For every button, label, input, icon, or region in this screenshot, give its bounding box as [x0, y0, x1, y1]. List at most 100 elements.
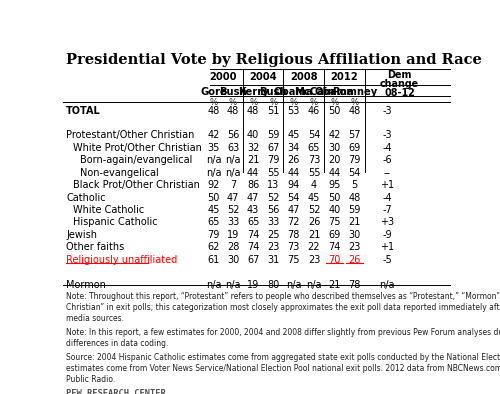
Text: 54: 54: [348, 168, 361, 178]
Text: differences in data coding.: differences in data coding.: [66, 339, 169, 348]
Text: Catholic: Catholic: [66, 193, 106, 203]
Text: 78: 78: [348, 280, 361, 290]
Text: %: %: [330, 98, 338, 107]
Text: 4: 4: [311, 180, 317, 190]
Text: 31: 31: [267, 255, 280, 265]
Text: White Catholic: White Catholic: [74, 205, 144, 215]
Text: Jewish: Jewish: [66, 230, 98, 240]
Text: 53: 53: [288, 106, 300, 115]
Text: 75: 75: [288, 255, 300, 265]
Text: Christian” in exit polls; this categorization most closely approximates the exit: Christian” in exit polls; this categoriz…: [66, 303, 500, 312]
Text: 43: 43: [247, 205, 260, 215]
Text: 55: 55: [308, 168, 320, 178]
Text: -4: -4: [382, 193, 392, 203]
Text: n/a: n/a: [206, 155, 222, 165]
Text: 30: 30: [328, 143, 340, 153]
Text: n/a: n/a: [286, 280, 302, 290]
Text: 2012: 2012: [330, 72, 358, 82]
Text: 92: 92: [208, 180, 220, 190]
Text: McCain: McCain: [294, 87, 334, 97]
Text: 75: 75: [328, 217, 341, 227]
Text: 48: 48: [208, 106, 220, 115]
Text: 26: 26: [308, 217, 320, 227]
Text: 54: 54: [308, 130, 320, 140]
Text: +3: +3: [380, 217, 394, 227]
Text: Romney: Romney: [332, 87, 378, 97]
Text: %: %: [290, 98, 298, 107]
Text: Bush: Bush: [260, 87, 287, 97]
Text: 95: 95: [328, 180, 340, 190]
Text: 74: 74: [247, 230, 260, 240]
Text: 21: 21: [247, 155, 260, 165]
Text: PEW RESEARCH CENTER: PEW RESEARCH CENTER: [66, 389, 166, 394]
Text: 56: 56: [227, 130, 239, 140]
Text: Kerry: Kerry: [238, 87, 268, 97]
Text: 25: 25: [267, 230, 280, 240]
Text: -7: -7: [382, 205, 392, 215]
Text: Religiously unaffiliated: Religiously unaffiliated: [66, 255, 178, 265]
Text: Obama: Obama: [314, 87, 354, 97]
Text: 73: 73: [288, 242, 300, 252]
Text: Public Radio.: Public Radio.: [66, 375, 116, 384]
Text: 42: 42: [328, 130, 340, 140]
Text: 46: 46: [308, 106, 320, 115]
Text: 79: 79: [267, 155, 280, 165]
Text: n/a: n/a: [225, 168, 241, 178]
Text: 23: 23: [348, 242, 361, 252]
Text: n/a: n/a: [206, 280, 222, 290]
Text: media sources.: media sources.: [66, 314, 124, 323]
Text: Non-evangelical: Non-evangelical: [80, 168, 159, 178]
Text: 47: 47: [247, 193, 260, 203]
Text: 7: 7: [230, 180, 236, 190]
Text: 33: 33: [267, 217, 280, 227]
Text: 48: 48: [348, 106, 361, 115]
Text: 13: 13: [267, 180, 280, 190]
Text: n/a: n/a: [380, 280, 395, 290]
Text: 44: 44: [288, 168, 300, 178]
Text: 40: 40: [247, 130, 260, 140]
Text: 79: 79: [208, 230, 220, 240]
Text: Note: In this report, a few estimates for 2000, 2004 and 2008 differ slightly fr: Note: In this report, a few estimates fo…: [66, 328, 500, 337]
Text: 2008: 2008: [290, 72, 318, 82]
Text: Note: Throughout this report, “Protestant” refers to people who described themse: Note: Throughout this report, “Protestan…: [66, 292, 500, 301]
Text: 2000: 2000: [210, 72, 237, 82]
Text: 79: 79: [348, 155, 361, 165]
Text: 74: 74: [247, 242, 260, 252]
Text: %: %: [310, 98, 318, 107]
Text: 74: 74: [328, 242, 340, 252]
Text: 80: 80: [267, 280, 280, 290]
Text: Born-again/evangelical: Born-again/evangelical: [80, 155, 192, 165]
Text: 22: 22: [308, 242, 320, 252]
Text: %: %: [210, 98, 218, 107]
Text: %: %: [249, 98, 258, 107]
Text: 21: 21: [308, 230, 320, 240]
Text: Dem: Dem: [388, 70, 412, 80]
Text: Source: 2004 Hispanic Catholic estimates come from aggregated state exit polls c: Source: 2004 Hispanic Catholic estimates…: [66, 353, 500, 362]
Text: n/a: n/a: [225, 155, 241, 165]
Text: --: --: [384, 168, 390, 178]
Text: 62: 62: [208, 242, 220, 252]
Text: -3: -3: [382, 106, 392, 115]
Text: 21: 21: [328, 280, 340, 290]
Text: -3: -3: [382, 130, 392, 140]
Text: 45: 45: [288, 130, 300, 140]
Text: 23: 23: [308, 255, 320, 265]
Text: +1: +1: [380, 180, 394, 190]
Text: 32: 32: [247, 143, 260, 153]
Text: 30: 30: [227, 255, 239, 265]
Text: 52: 52: [227, 205, 239, 215]
Text: 69: 69: [328, 230, 340, 240]
Text: 61: 61: [208, 255, 220, 265]
Text: Bush: Bush: [219, 87, 247, 97]
Text: 19: 19: [227, 230, 239, 240]
Text: 55: 55: [267, 168, 280, 178]
Text: 94: 94: [288, 180, 300, 190]
Text: 20: 20: [328, 155, 340, 165]
Text: +1: +1: [380, 242, 394, 252]
Text: 33: 33: [227, 217, 239, 227]
Text: 34: 34: [288, 143, 300, 153]
Text: 45: 45: [308, 193, 320, 203]
Text: 67: 67: [247, 255, 260, 265]
Text: 59: 59: [348, 205, 361, 215]
Text: %: %: [350, 98, 359, 107]
